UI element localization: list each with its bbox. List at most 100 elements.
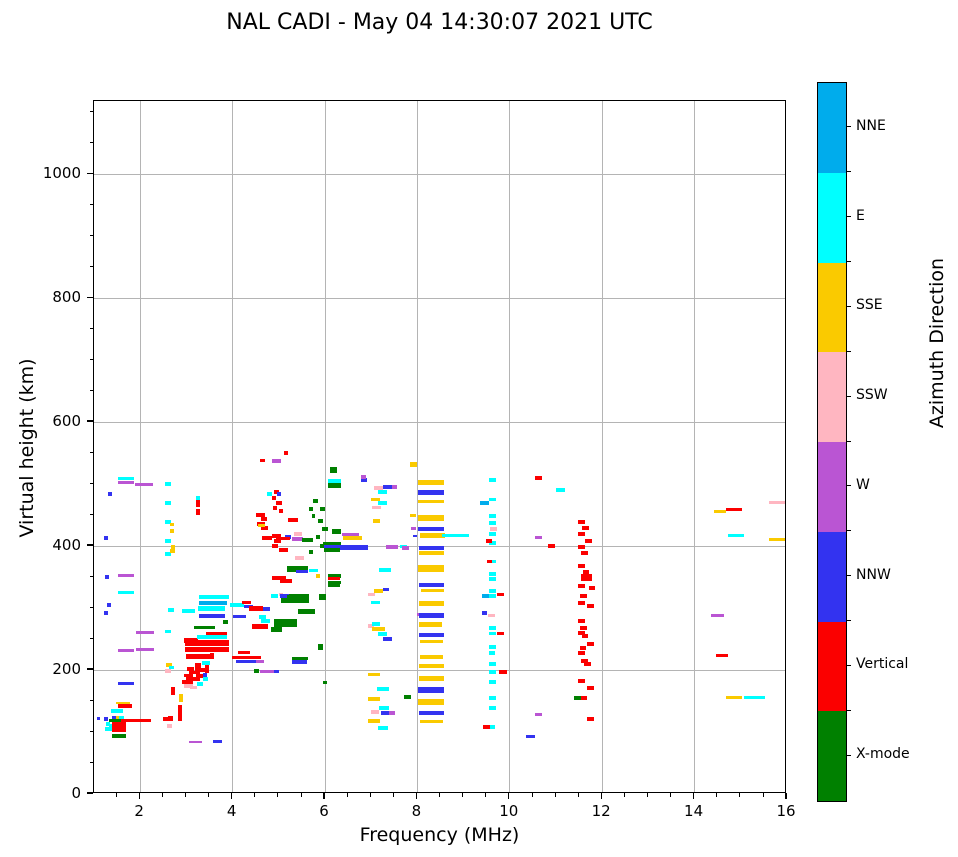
data-point: [241, 600, 252, 604]
x-minor-tick: [577, 793, 579, 797]
data-point: [577, 651, 586, 656]
data-point: [116, 701, 131, 705]
data-point: [112, 734, 127, 739]
colorbar-tick-label: W: [856, 476, 870, 493]
x-minor-tick: [392, 793, 394, 797]
data-point: [488, 696, 496, 700]
data-point: [271, 495, 277, 500]
gridline-y-600: [94, 421, 785, 423]
data-point: [768, 537, 785, 541]
data-point: [488, 661, 496, 666]
x-minor-tick: [462, 793, 463, 797]
data-point: [165, 668, 171, 673]
data-point: [388, 710, 396, 715]
data-point: [371, 627, 385, 631]
data-point: [402, 546, 410, 550]
data-point: [403, 695, 411, 700]
data-point: [259, 615, 267, 620]
data-point: [308, 550, 314, 555]
x-tick-10: [508, 793, 510, 799]
data-point: [115, 715, 121, 720]
y-minor-tick: [89, 327, 93, 329]
data-point: [118, 682, 135, 686]
y-tick-label: 800: [52, 288, 81, 307]
x-tick-label: 10: [499, 802, 519, 820]
y-minor-tick: [89, 575, 93, 577]
data-point: [170, 544, 176, 549]
data-point: [104, 717, 108, 721]
data-point: [725, 695, 742, 699]
data-point: [380, 710, 390, 715]
data-point: [206, 631, 227, 636]
data-point: [118, 574, 135, 578]
data-point: [372, 505, 382, 510]
data-point: [418, 499, 445, 504]
data-point: [581, 551, 588, 555]
data-point: [281, 594, 309, 604]
data-point: [371, 497, 381, 502]
data-point: [308, 568, 319, 572]
data-point: [371, 622, 380, 627]
data-point: [361, 475, 366, 480]
data-point: [582, 570, 590, 574]
x-tick-12: [600, 793, 602, 799]
data-point: [410, 513, 416, 517]
gridline-x-14: [694, 101, 696, 792]
data-point: [382, 637, 392, 641]
y-minor-tick: [89, 699, 93, 701]
data-point: [418, 710, 444, 715]
data-point: [166, 723, 172, 728]
data-point: [581, 658, 588, 663]
colorbar-tick: [847, 575, 851, 577]
data-point: [713, 509, 727, 513]
x-tick-4: [231, 793, 233, 799]
data-point: [499, 670, 507, 674]
data-point: [178, 693, 183, 703]
data-point: [248, 605, 263, 611]
data-point: [343, 536, 363, 540]
gridline-x-4: [232, 101, 234, 792]
data-point: [488, 541, 496, 545]
x-minor-tick: [115, 793, 117, 797]
colorbar-tick-label: NNW: [856, 566, 891, 583]
chart-title: NAL CADI - May 04 14:30:07 2021 UTC: [226, 10, 653, 35]
data-point: [112, 715, 118, 720]
data-point: [178, 704, 183, 721]
x-minor-tick: [647, 793, 648, 797]
x-minor-tick: [185, 793, 186, 797]
data-point: [376, 687, 389, 692]
x-minor-tick: [439, 793, 440, 797]
x-tick-14: [693, 793, 695, 799]
data-point: [271, 576, 286, 581]
data-point: [195, 662, 201, 672]
data-point: [164, 629, 172, 634]
data-point: [165, 552, 171, 556]
data-point: [232, 614, 247, 618]
x-tick-label: 8: [411, 802, 422, 820]
data-point: [418, 675, 444, 681]
data-point: [278, 547, 289, 552]
colorbar-segment-NNW: [818, 531, 846, 622]
x-minor-tick: [762, 793, 764, 797]
data-point: [420, 588, 444, 592]
x-tick-8: [415, 793, 417, 799]
colorbar-segment-SSE: [818, 262, 846, 353]
data-point: [377, 726, 388, 731]
data-point: [186, 666, 194, 671]
data-point: [112, 722, 127, 726]
data-point: [577, 545, 586, 550]
data-point: [488, 589, 496, 594]
data-point: [711, 613, 725, 618]
colorbar-segment-SSW: [818, 352, 846, 442]
data-point: [201, 661, 210, 666]
y-tick-600: [87, 420, 93, 422]
colorbar-tick: [847, 305, 851, 307]
data-point: [261, 526, 269, 530]
data-point: [294, 532, 303, 537]
gridline-x-10: [509, 101, 511, 792]
data-point: [271, 459, 282, 463]
data-point: [274, 618, 298, 628]
colorbar-label: Azimuth Direction: [926, 257, 948, 429]
data-point: [379, 568, 391, 573]
colorbar-tick: [847, 395, 851, 397]
